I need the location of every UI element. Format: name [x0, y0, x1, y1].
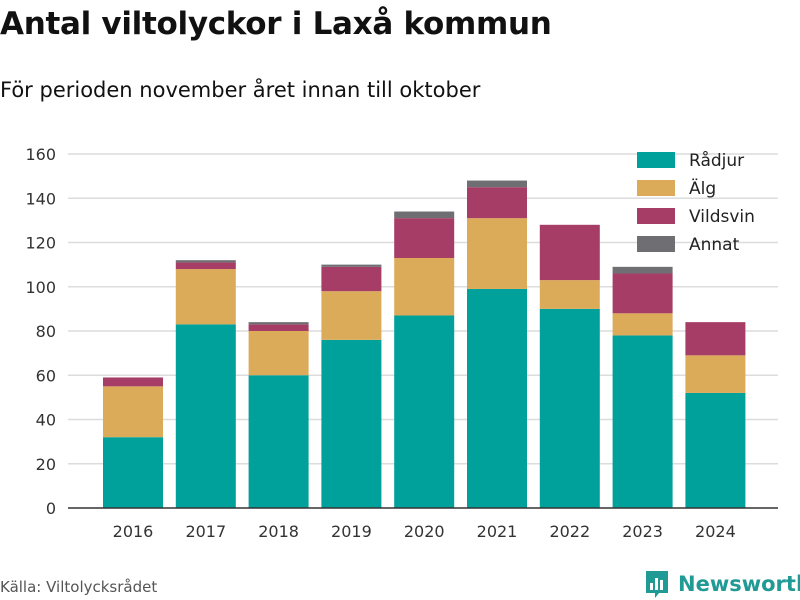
bar-segment-annat: [175, 260, 236, 263]
bar-segment-vildsvin: [685, 322, 746, 356]
bar-segment-rådjur: [394, 315, 455, 508]
legend-swatch: [637, 180, 675, 196]
bar-segment-annat: [612, 266, 673, 274]
bar-segment-älg: [685, 355, 746, 393]
legend-label: Älg: [689, 178, 716, 199]
chart-subtitle: För perioden november året innan till ok…: [0, 78, 481, 102]
y-tick-label: 20: [36, 455, 56, 474]
bar-segment-rådjur: [321, 339, 382, 508]
y-tick-label: 0: [46, 499, 56, 518]
bar-segment-älg: [103, 386, 163, 438]
legend-label: Vildsvin: [689, 207, 755, 227]
bar-segment-vildsvin: [394, 218, 455, 258]
y-tick-label: 140: [25, 189, 56, 208]
bar-segment-älg: [612, 313, 673, 336]
x-tick-label: 2017: [185, 522, 226, 541]
x-tick-label: 2018: [258, 522, 299, 541]
bar-segment-rådjur: [685, 392, 746, 508]
y-tick-label: 80: [36, 322, 56, 341]
bar-segment-rådjur: [467, 288, 527, 508]
brand-name: Newsworthy: [678, 572, 800, 596]
bar-segment-annat: [394, 211, 455, 219]
legend-swatch: [637, 236, 675, 252]
bar-segment-rådjur: [103, 437, 163, 508]
brand-logo: Newsworthy: [644, 568, 800, 600]
y-tick-label: 120: [25, 234, 56, 253]
y-tick-label: 60: [36, 366, 56, 385]
bar-segment-älg: [175, 269, 236, 325]
legend-label: Rådjur: [689, 150, 744, 171]
y-tick-label: 40: [36, 411, 56, 430]
legend-label: Annat: [689, 235, 740, 255]
y-tick-label: 160: [25, 145, 56, 164]
bar-segment-vildsvin: [103, 377, 163, 387]
bar-segment-älg: [248, 331, 309, 376]
bar-segment-vildsvin: [612, 273, 673, 314]
bar-segment-älg: [539, 280, 600, 309]
x-tick-label: 2019: [331, 522, 372, 541]
bar-chart-logo-icon: [646, 571, 668, 598]
bar-segment-vildsvin: [539, 224, 600, 281]
bar-segment-vildsvin: [467, 187, 527, 219]
bar-segment-rådjur: [175, 324, 236, 508]
chart-title: Antal viltolyckor i Laxå kommun: [0, 6, 552, 42]
source-note: Källa: Viltolycksrådet: [0, 578, 158, 596]
x-tick-label: 2020: [404, 522, 445, 541]
y-tick-label: 100: [25, 278, 56, 297]
x-tick-label: 2022: [549, 522, 590, 541]
bar-segment-rådjur: [248, 375, 309, 508]
bar-segment-annat: [248, 322, 309, 325]
x-tick-label: 2016: [113, 522, 154, 541]
bar-segment-vildsvin: [248, 324, 309, 331]
bar-segment-vildsvin: [321, 266, 382, 292]
x-tick-label: 2024: [695, 522, 736, 541]
bar-segment-annat: [321, 264, 382, 267]
x-tick-label: 2021: [477, 522, 518, 541]
bar-segment-rådjur: [539, 308, 600, 508]
bar-segment-älg: [321, 291, 382, 340]
bar-segment-vildsvin: [175, 262, 236, 270]
x-tick-label: 2023: [622, 522, 663, 541]
legend-swatch: [637, 208, 675, 224]
bar-segment-älg: [394, 257, 455, 316]
legend-swatch: [637, 152, 675, 168]
bar-segment-älg: [467, 218, 527, 289]
bar-segment-annat: [467, 180, 527, 188]
bar-segment-rådjur: [612, 335, 673, 508]
